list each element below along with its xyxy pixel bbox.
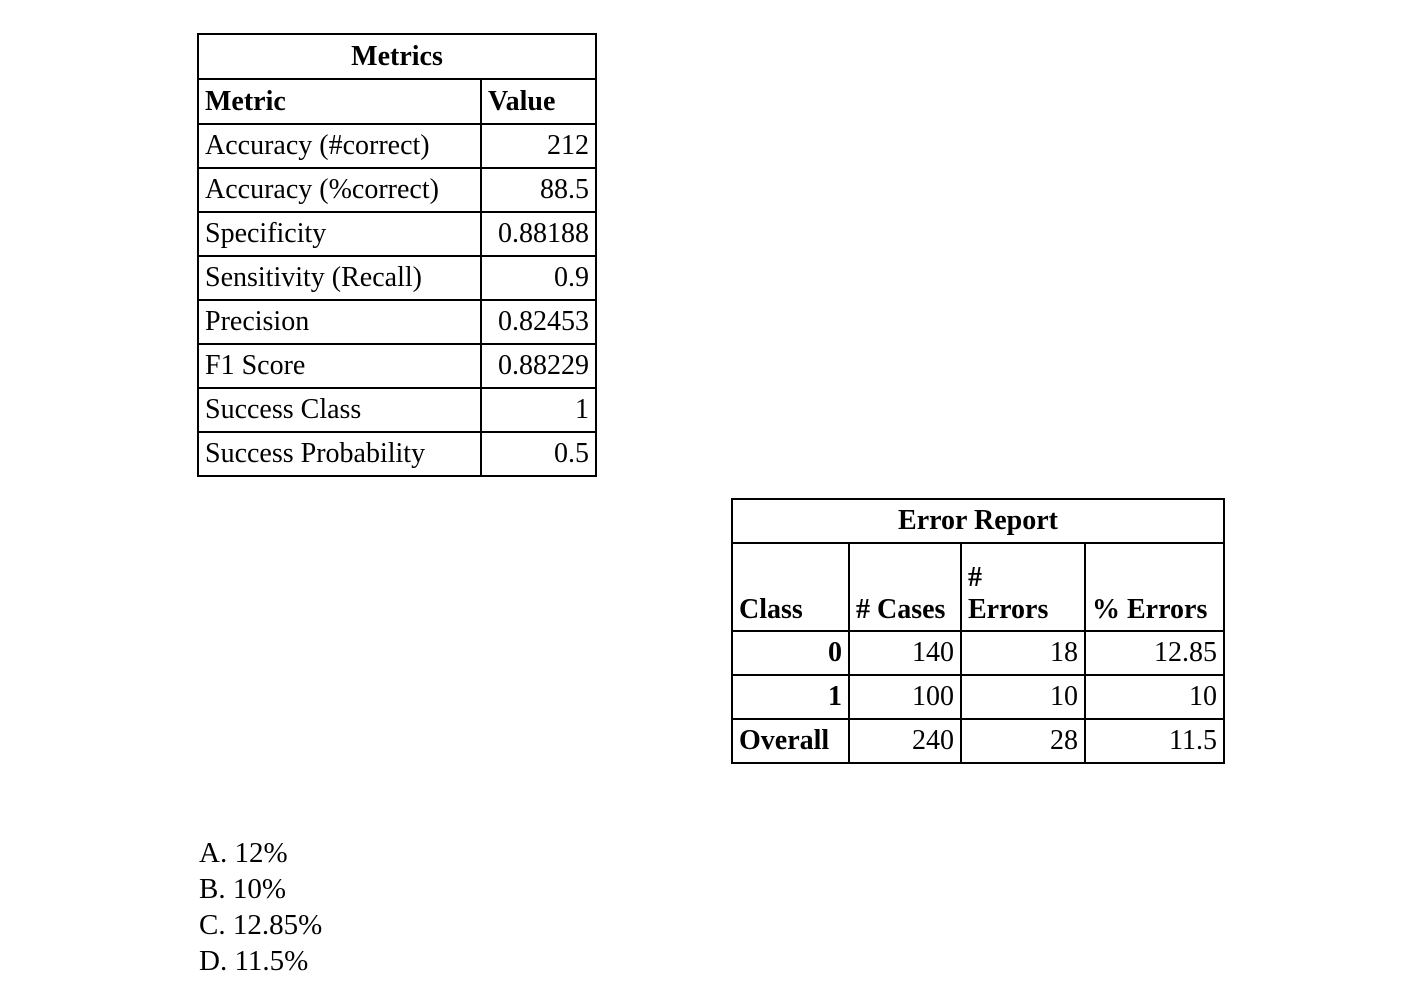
metric-value-cell: 0.88188 xyxy=(480,211,597,257)
metric-name-cell: Accuracy (%correct) xyxy=(197,167,482,213)
metric-value-cell: 88.5 xyxy=(480,167,597,213)
metric-value-cell: 212 xyxy=(480,123,597,169)
error-report-header-row: Class # Cases # Errors % Errors xyxy=(731,542,1225,632)
error-pct-errors-cell: 12.85 xyxy=(1084,630,1225,676)
error-class-cell: 0 xyxy=(731,630,850,676)
metric-name-cell: Success Class xyxy=(197,387,482,433)
metric-value-cell: 1 xyxy=(480,387,597,433)
error-errors-cell: 18 xyxy=(960,630,1086,676)
metric-name-cell: Precision xyxy=(197,299,482,345)
metric-value-cell: 0.82453 xyxy=(480,299,597,345)
error-column-header-errors: # Errors xyxy=(960,542,1086,632)
metric-value-cell: 0.5 xyxy=(480,431,597,477)
table-row: Sensitivity (Recall) 0.9 xyxy=(197,255,597,301)
error-pct-errors-cell: 11.5 xyxy=(1084,718,1225,764)
table-row: Success Probability 0.5 xyxy=(197,431,597,477)
error-class-cell: 1 xyxy=(731,674,850,720)
error-errors-cell: 28 xyxy=(960,718,1086,764)
error-errors-cell: 10 xyxy=(960,674,1086,720)
table-row: Accuracy (%correct) 88.5 xyxy=(197,167,597,213)
table-row: Accuracy (#correct) 212 xyxy=(197,123,597,169)
answer-option-c: C. 12.85% xyxy=(199,909,323,941)
metrics-column-header-metric: Metric xyxy=(197,78,482,125)
table-row: Precision 0.82453 xyxy=(197,299,597,345)
table-row: F1 Score 0.88229 xyxy=(197,343,597,389)
table-row: Overall 240 28 11.5 xyxy=(731,718,1225,764)
table-row: Specificity 0.88188 xyxy=(197,211,597,257)
metrics-table-header-row: Metric Value xyxy=(197,78,597,125)
error-report-title-row: Error Report xyxy=(731,498,1225,544)
error-cases-cell: 140 xyxy=(848,630,962,676)
metric-name-cell: F1 Score xyxy=(197,343,482,389)
answer-option-b: B. 10% xyxy=(199,873,286,905)
metrics-table-title: Metrics xyxy=(197,33,597,80)
metrics-table-title-row: Metrics xyxy=(197,33,597,80)
error-pct-errors-cell: 10 xyxy=(1084,674,1225,720)
answer-options-list: A. 12% B. 10% C. 12.85% D. 11.5% xyxy=(199,835,322,979)
metric-name-cell: Specificity xyxy=(197,211,482,257)
metrics-table: Metrics Metric Value Accuracy (#correct)… xyxy=(197,33,597,477)
error-report-title: Error Report xyxy=(731,498,1225,544)
error-column-header-class: Class xyxy=(731,542,850,632)
answer-option-d: D. 11.5% xyxy=(199,945,309,977)
metric-name-cell: Accuracy (#correct) xyxy=(197,123,482,169)
metric-value-cell: 0.88229 xyxy=(480,343,597,389)
table-row: 0 140 18 12.85 xyxy=(731,630,1225,676)
error-column-header-pct-errors: % Errors xyxy=(1084,542,1225,632)
error-class-cell: Overall xyxy=(731,718,850,764)
error-report-table: Error Report Class # Cases # Errors % Er… xyxy=(731,498,1225,764)
table-row: 1 100 10 10 xyxy=(731,674,1225,720)
metric-value-cell: 0.9 xyxy=(480,255,597,301)
error-cases-cell: 100 xyxy=(848,674,962,720)
table-row: Success Class 1 xyxy=(197,387,597,433)
metric-name-cell: Success Probability xyxy=(197,431,482,477)
error-cases-cell: 240 xyxy=(848,718,962,764)
metrics-column-header-value: Value xyxy=(480,78,597,125)
error-column-header-cases: # Cases xyxy=(848,542,962,632)
metric-name-cell: Sensitivity (Recall) xyxy=(197,255,482,301)
answer-option-a: A. 12% xyxy=(199,837,288,869)
